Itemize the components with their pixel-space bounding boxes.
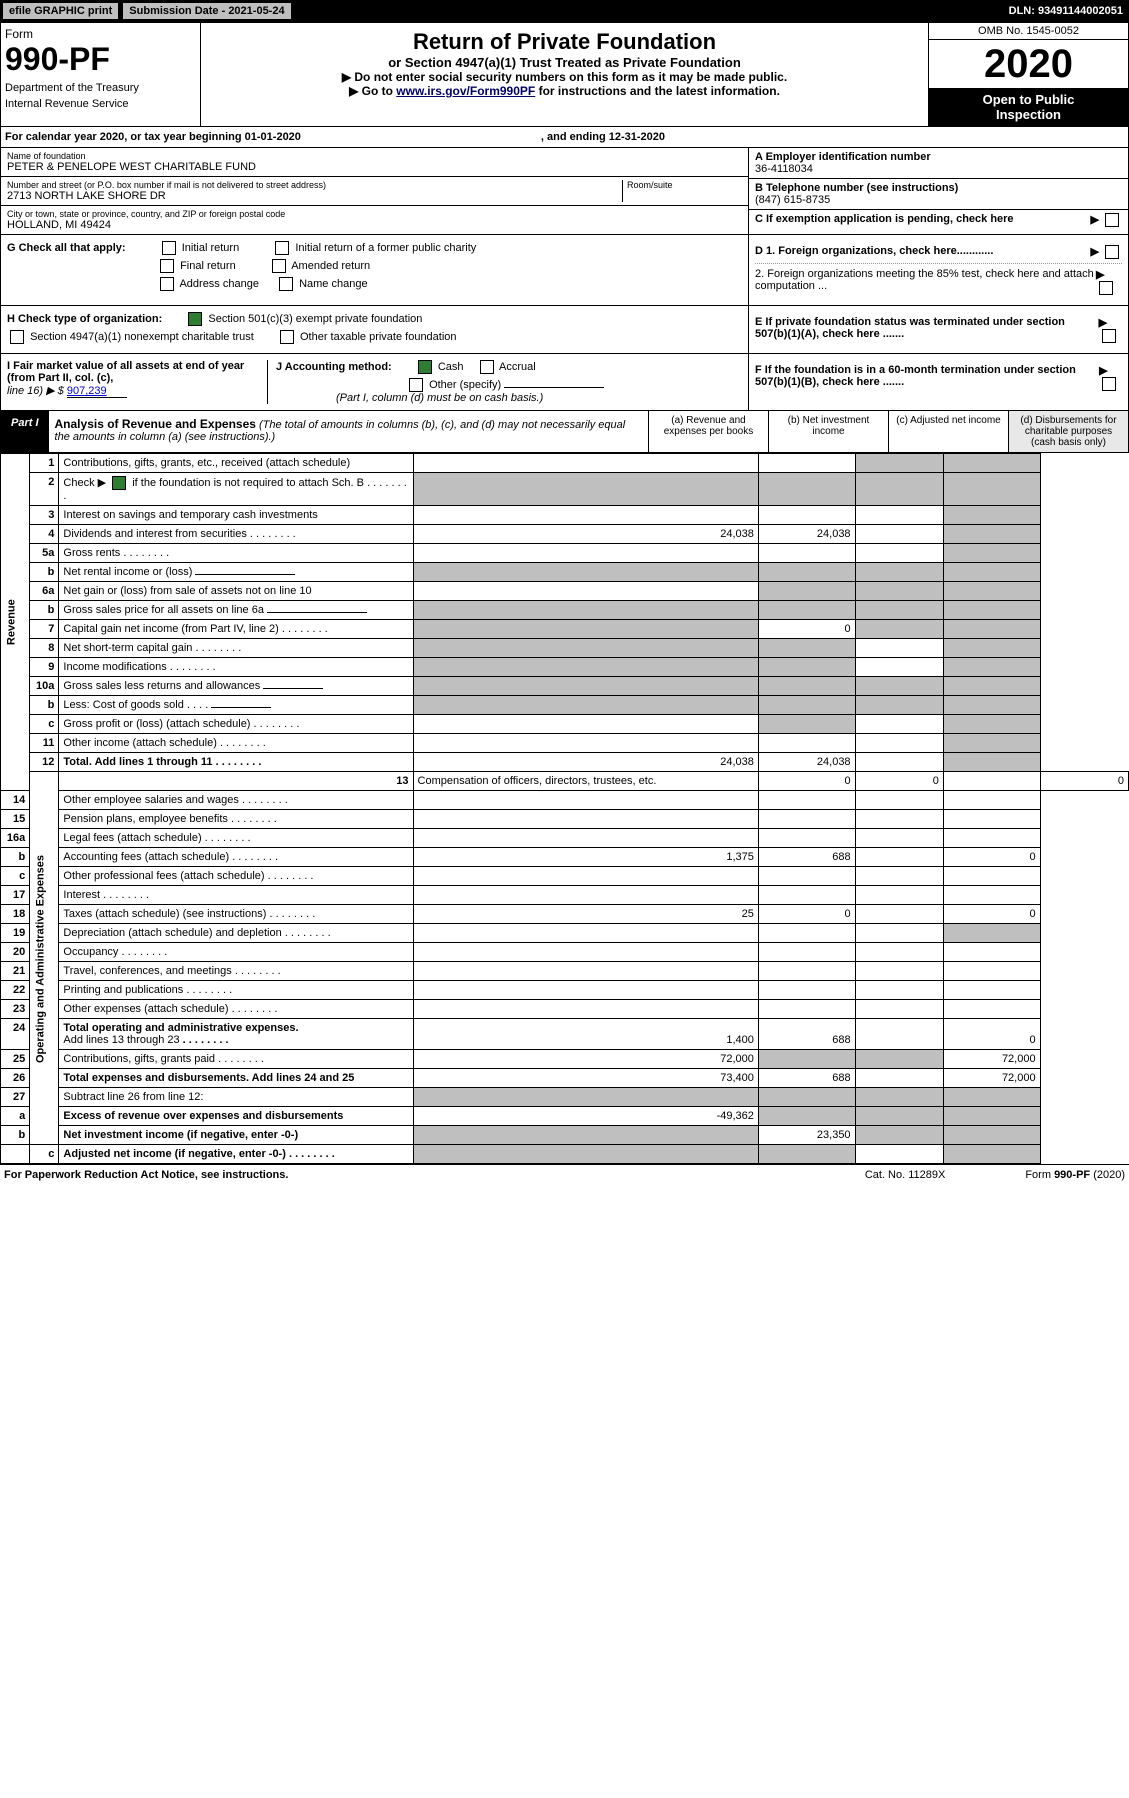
i-label: I Fair market value of all assets at end… [7,360,244,384]
part1-badge: Part I [1,411,49,452]
other-checkbox[interactable] [409,378,423,392]
meta-block: Name of foundation PETER & PENELOPE WEST… [0,148,1129,235]
h-4947-checkbox[interactable] [10,330,24,344]
e-label: E If private foundation status was termi… [755,316,1099,343]
instruction-1: ▶ Do not enter social security numbers o… [207,70,922,84]
ein-label: A Employer identification number [755,151,1122,163]
foundation-name: PETER & PENELOPE WEST CHARITABLE FUND [7,161,742,173]
col-d-header: (d) Disbursements for charitable purpose… [1008,411,1128,452]
name-label: Name of foundation [7,151,742,161]
tel-label: B Telephone number (see instructions) [755,182,1122,194]
j-label: J Accounting method: [276,361,392,373]
part1-table: Revenue 1Contributions, gifts, grants, e… [0,453,1129,1164]
form-label: Form [5,27,196,41]
d1-checkbox[interactable] [1105,245,1119,259]
h-label: H Check type of organization: [7,313,162,325]
instruction-2: ▶ Go to www.irs.gov/Form990PF for instru… [207,84,922,98]
ein-value: 36-4118034 [755,163,1122,175]
revenue-section-label: Revenue [1,454,30,791]
h-501c3-checkbox[interactable] [188,312,202,326]
addr-label: Number and street (or P.O. box number if… [7,180,622,190]
paperwork-notice: For Paperwork Reduction Act Notice, see … [4,1169,288,1181]
fmv-value[interactable]: 907,239 [67,385,127,398]
d2-checkbox[interactable] [1099,281,1113,295]
d2-label: 2. Foreign organizations meeting the 85%… [755,268,1096,295]
irs-label: Internal Revenue Service [5,98,196,110]
amended-return-checkbox[interactable] [272,259,286,273]
calendar-year-row: For calendar year 2020, or tax year begi… [0,127,1129,148]
open-public-box: Open to PublicInspection [929,88,1128,126]
address-change-checkbox[interactable] [160,277,174,291]
c-label: C If exemption application is pending, c… [755,213,1014,227]
dept-label: Department of the Treasury [5,82,196,94]
room-label: Room/suite [627,180,742,190]
irs-link[interactable]: www.irs.gov/Form990PF [396,84,535,98]
form-number: 990-PF [5,41,196,78]
tel-value: (847) 615-8735 [755,194,1122,206]
c-checkbox[interactable] [1105,213,1119,227]
city-state-zip: HOLLAND, MI 49424 [7,219,742,231]
e-checkbox[interactable] [1102,329,1116,343]
schb-checkbox[interactable] [112,476,126,490]
initial-return-former-checkbox[interactable] [275,241,289,255]
col-c-header: (c) Adjusted net income [888,411,1008,452]
accrual-checkbox[interactable] [480,360,494,374]
city-label: City or town, state or province, country… [7,209,742,219]
d1-label: D 1. Foreign organizations, check here..… [755,245,993,259]
street-address: 2713 NORTH LAKE SHORE DR [7,190,622,202]
form-header: Form 990-PF Department of the Treasury I… [0,22,1129,127]
form-footer: Form 990-PF (2020) [1025,1169,1125,1181]
expenses-section-label: Operating and Administrative Expenses [30,772,59,1145]
footer: For Paperwork Reduction Act Notice, see … [0,1164,1129,1185]
col-a-header: (a) Revenue and expenses per books [648,411,768,452]
part1-header: Part I Analysis of Revenue and Expenses … [0,411,1129,453]
form-title: Return of Private Foundation [207,29,922,55]
tax-year: 2020 [929,40,1128,88]
col-b-header: (b) Net investment income [768,411,888,452]
top-bar: efile GRAPHIC print Submission Date - 20… [0,0,1129,22]
omb-number: OMB No. 1545-0052 [929,23,1128,40]
initial-return-checkbox[interactable] [162,241,176,255]
submission-badge: Submission Date - 2021-05-24 [123,3,290,19]
g-label: G Check all that apply: [7,242,126,254]
form-subtitle: or Section 4947(a)(1) Trust Treated as P… [207,55,922,70]
efile-button[interactable]: efile GRAPHIC print [2,2,119,20]
cash-checkbox[interactable] [418,360,432,374]
f-label: F If the foundation is in a 60-month ter… [755,364,1099,391]
cat-no: Cat. No. 11289X [865,1169,946,1181]
h-other-checkbox[interactable] [280,330,294,344]
final-return-checkbox[interactable] [160,259,174,273]
f-checkbox[interactable] [1102,377,1116,391]
name-change-checkbox[interactable] [279,277,293,291]
dln-label: DLN: 93491144002051 [1009,5,1127,17]
